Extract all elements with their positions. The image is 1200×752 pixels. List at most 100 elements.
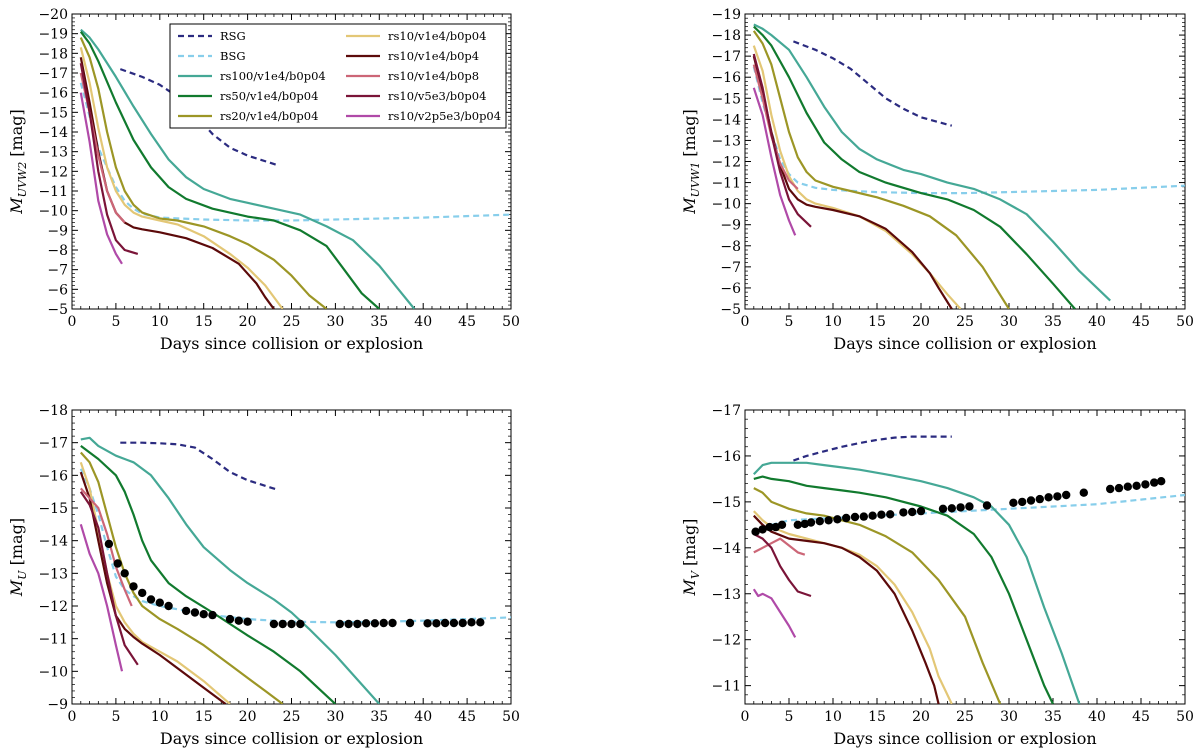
observed-point	[243, 617, 252, 626]
observed-point	[344, 619, 353, 629]
series-line-rsg	[119, 68, 279, 167]
observed-point	[956, 503, 965, 512]
y-tick-label-u--13: −13	[38, 566, 68, 582]
series-group-u	[79, 436, 511, 704]
y-tick-label-uvw2--9: −9	[47, 223, 68, 239]
series-line-rs10-v5e3-b0p04	[79, 491, 139, 666]
observed-point	[859, 512, 868, 521]
x-tick-label-uvw2-40: 40	[414, 314, 432, 330]
observed-point	[982, 501, 992, 510]
series-line-rsg	[120, 441, 279, 492]
observed-point	[467, 618, 476, 627]
x-tick-label-uvw2-0: 0	[68, 314, 77, 330]
x-tick-label-uvw2-25: 25	[283, 314, 301, 330]
x-tick-label-u-15: 15	[195, 709, 213, 725]
y-tick-label-uvw2--19: −19	[38, 27, 68, 43]
x-tick-label-uvw2-20: 20	[239, 314, 257, 330]
series-line-rsg	[793, 40, 953, 127]
x-tick-label-v-50: 50	[1176, 709, 1194, 725]
observed-point	[1123, 482, 1133, 491]
observed-point	[432, 619, 441, 628]
x-tick-label-uvw1-40: 40	[1088, 314, 1106, 330]
series-group-v	[751, 435, 1185, 704]
observed-point	[1157, 477, 1166, 486]
observed-point	[199, 610, 208, 619]
y-tick-label-u--16: −16	[38, 468, 68, 484]
y-tick-label-uvw1--5: −5	[720, 302, 741, 318]
series-line-bsg	[79, 82, 511, 222]
x-tick-label-u-45: 45	[458, 709, 476, 725]
x-tick-label-uvw1-10: 10	[824, 314, 842, 330]
x-tick-label-u-25: 25	[283, 709, 301, 725]
x-tick-label-v-40: 40	[1088, 709, 1106, 725]
y-tick-label-uvw1--15: −15	[711, 91, 741, 107]
observed-point	[113, 559, 122, 568]
observed-point	[104, 539, 114, 549]
observed-point	[758, 525, 767, 534]
x-tick-label-v-20: 20	[912, 709, 930, 725]
x-tick-label-uvw2-30: 30	[326, 314, 344, 330]
y-tick-label-uvw2--13: −13	[38, 145, 68, 161]
plot-frame-v	[744, 409, 1186, 705]
series-line-rs20-v1e4-b0p04	[753, 487, 1002, 704]
series-line-rs50-v1e4-b0p04	[79, 31, 381, 309]
y-tick-label-uvw2--11: −11	[38, 184, 68, 200]
y-tick-label-v--13: −13	[711, 587, 741, 603]
observed-point	[1141, 480, 1150, 489]
series-line-rs10-v1e4-b0p4	[753, 514, 940, 704]
x-tick-label-v-0: 0	[741, 709, 750, 725]
legend-label-rs10-v1e4-b0p04: rs10/v1e4/b0p04	[388, 29, 486, 43]
observed-point	[899, 508, 908, 517]
observed-point	[129, 582, 138, 591]
x-tick-label-uvw2-35: 35	[370, 314, 388, 330]
observed-point	[423, 619, 432, 628]
legend-label-rs10-v1e4-b0p4: rs10/v1e4/b0p4	[388, 49, 479, 63]
y-tick-label-u--9: −9	[47, 697, 68, 713]
observed-point	[833, 515, 842, 524]
series-line-rs50-v1e4-b0p04	[80, 445, 337, 704]
x-tick-label-uvw1-15: 15	[868, 314, 886, 330]
x-tick-label-u-5: 5	[111, 709, 120, 725]
x-tick-label-uvw1-45: 45	[1132, 314, 1150, 330]
observed-point	[868, 511, 877, 520]
x-tick-label-u-20: 20	[239, 709, 257, 725]
x-tick-label-v-5: 5	[785, 709, 794, 725]
series-group-uvw1	[752, 23, 1185, 309]
legend-label-rs20-v1e4-b0p04: rs20/v1e4/b0p04	[220, 109, 318, 123]
observed-point	[190, 608, 200, 617]
series-line-rs100-v1e4-b0p04	[80, 436, 381, 704]
series-line-rs10-v1e4-b0p8	[753, 537, 806, 556]
series-group-uvw2	[79, 28, 511, 309]
observed-point	[1150, 478, 1159, 487]
observed-point	[842, 513, 851, 523]
series-line-bsg	[752, 66, 1185, 195]
series-line-rs10-v2p5e3-b0p04	[752, 588, 797, 638]
observed-point	[1079, 488, 1089, 497]
observed-point	[335, 619, 344, 629]
x-tick-label-uvw1-25: 25	[956, 314, 974, 330]
y-tick-label-uvw2--12: −12	[38, 164, 68, 180]
x-tick-label-uvw2-15: 15	[195, 314, 213, 330]
legend-label-rs10-v2p5e3-b0p04: rs10/v2p5e3/b0p04	[388, 109, 501, 123]
series-line-rs10-v1e4-b0p8	[79, 487, 133, 607]
observed-point	[1044, 493, 1053, 502]
x-tick-label-u-0: 0	[68, 709, 77, 725]
legend-box	[169, 23, 507, 129]
y-axis-label-uvw1: MUVW1 [mag]	[680, 109, 702, 214]
x-tick-label-uvw1-5: 5	[785, 314, 794, 330]
x-tick-label-u-40: 40	[414, 709, 432, 725]
observed-point	[405, 618, 415, 628]
observed-point	[806, 518, 816, 527]
observed-point	[379, 618, 388, 628]
y-tick-label-uvw2--8: −8	[47, 243, 68, 259]
observed-point	[476, 618, 485, 627]
observed-point	[765, 522, 774, 532]
observed-point	[370, 619, 380, 628]
y-tick-label-uvw1--11: −11	[711, 176, 741, 192]
legend: RSG BSG rs100/v1e4/b0p04 rs50/v1e4/b0p04 rs2…	[169, 23, 507, 129]
observed-point	[234, 616, 243, 625]
observed-point	[938, 504, 948, 513]
observed-point	[1018, 497, 1027, 507]
observed-point	[440, 618, 450, 628]
